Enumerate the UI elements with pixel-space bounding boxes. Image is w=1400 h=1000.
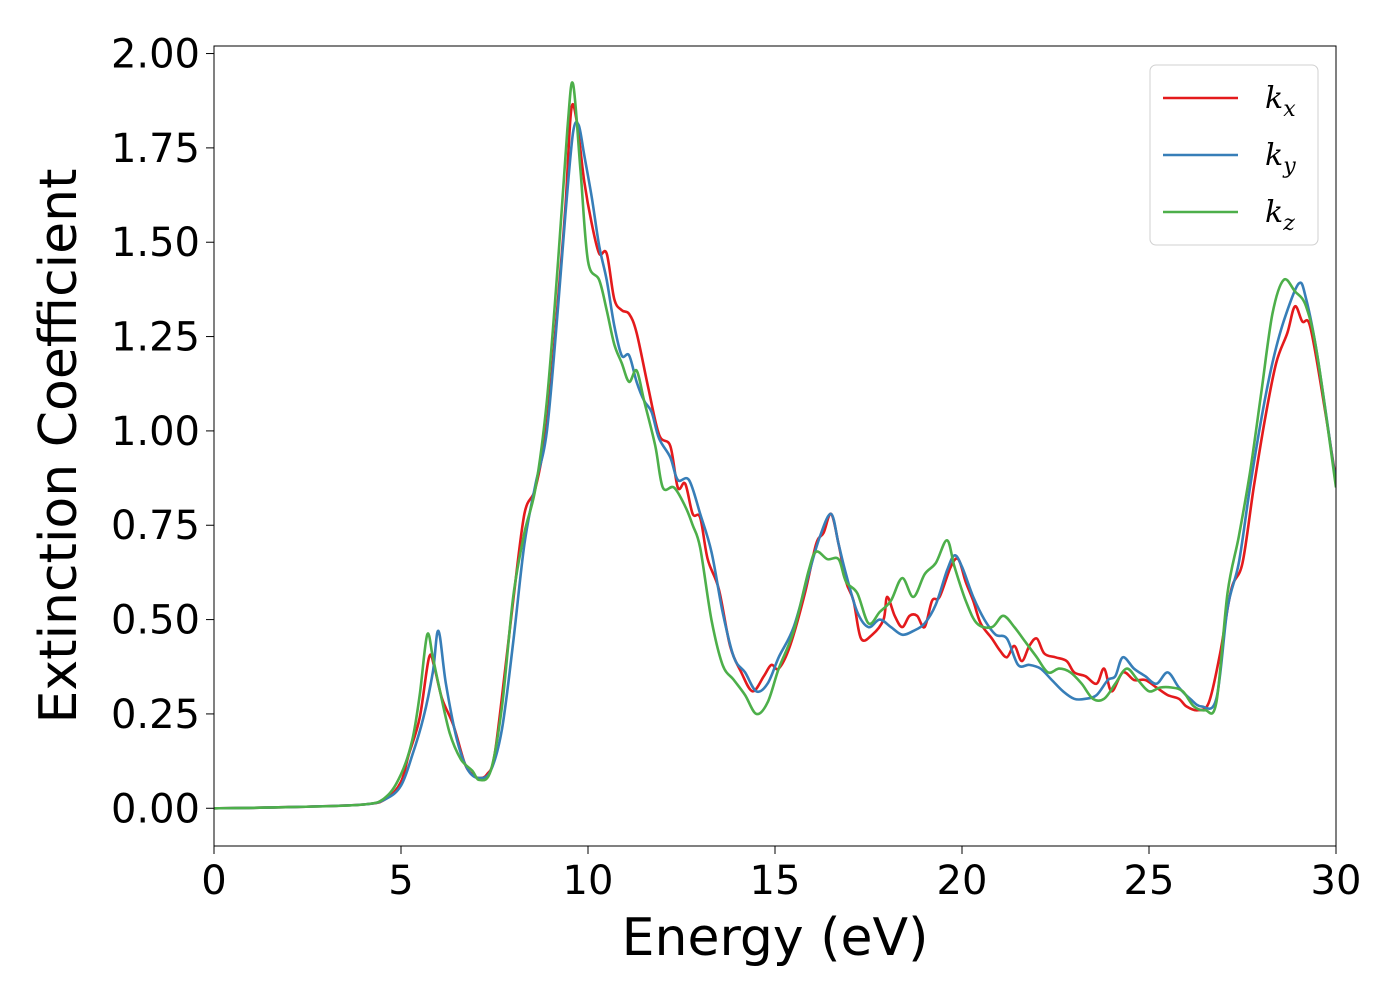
y-tick-label: 1.25 [111,315,200,361]
x-tick-label: 20 [937,858,988,904]
plot-lines [214,81,1336,810]
y-tick-label: 0.75 [111,503,200,549]
y-axis: 0.00 0.25 0.50 0.75 1.00 1.25 1.50 1.75 2.00 [111,32,214,832]
x-tick-label: 30 [1311,858,1362,904]
x-tick-label: 25 [1124,858,1175,904]
x-axis-label: Energy (eV) [622,908,929,968]
y-tick-label: 0.50 [111,598,200,644]
y-tick-label: 0.25 [111,692,200,738]
y-tick-label: 1.00 [111,409,200,455]
x-tick-label: 15 [750,858,801,904]
y-tick-label: 1.50 [111,220,200,266]
x-tick-label: 10 [563,858,614,904]
y-axis-label: Extinction Coefficient [29,169,89,724]
x-axis: 0 5 10 15 20 25 30 [201,846,1361,904]
series-line-kz [214,81,1336,810]
series-line-ky [214,120,1336,810]
y-tick-label: 0.00 [111,786,200,832]
y-tick-label: 1.75 [111,126,200,172]
x-tick-label: 5 [388,858,413,904]
x-tick-label: 0 [201,858,226,904]
y-tick-label: 2.00 [111,32,200,78]
